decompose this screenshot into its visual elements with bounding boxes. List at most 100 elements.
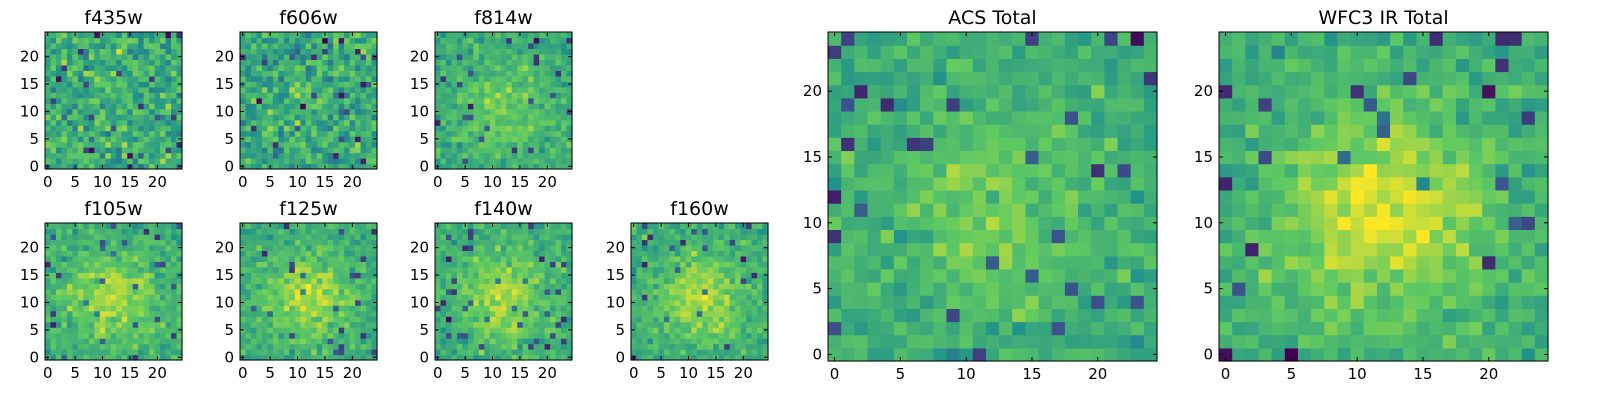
- heatmap-cell: [99, 277, 106, 284]
- heatmap-cell: [972, 308, 987, 323]
- heatmap-cell: [132, 141, 139, 148]
- heatmap-cell: [165, 305, 172, 312]
- heatmap-cell: [267, 70, 274, 77]
- heatmap-cell: [66, 228, 73, 235]
- heatmap-cell: [66, 97, 73, 104]
- heatmap-cell: [105, 343, 112, 350]
- heatmap-cell: [718, 321, 725, 328]
- heatmap-cell: [489, 288, 496, 295]
- heatmap-cell: [360, 239, 367, 246]
- heatmap-cell: [99, 228, 106, 235]
- heatmap-cell: [522, 288, 529, 295]
- heatmap-cell: [555, 64, 562, 71]
- heatmap-cell: [45, 266, 52, 273]
- heatmap-cell: [999, 282, 1013, 296]
- heatmap-cell: [72, 299, 79, 306]
- heatmap-cell: [517, 103, 524, 110]
- heatmap-cell: [240, 277, 247, 284]
- heatmap-cell: [555, 288, 562, 295]
- heatmap-cell: [506, 152, 513, 159]
- heatmap-cell: [355, 163, 362, 170]
- heatmap-cell: [240, 250, 247, 257]
- heatmap-cell: [316, 349, 323, 356]
- heatmap-cell: [110, 59, 117, 66]
- heatmap-cell: [289, 283, 296, 290]
- heatmap-cell: [893, 189, 908, 204]
- heatmap-cell: [360, 321, 367, 328]
- x-tick-label: 10: [679, 364, 698, 382]
- heatmap-cell: [740, 233, 747, 241]
- heatmap-cell: [138, 316, 145, 323]
- heatmap-cell: [94, 299, 101, 306]
- heatmap-cell: [240, 288, 247, 295]
- heatmap-cell: [272, 283, 279, 290]
- heatmap-cell: [636, 239, 643, 246]
- heatmap-cell: [1038, 189, 1053, 204]
- heatmap-cell: [517, 158, 524, 165]
- heatmap-cell: [149, 92, 156, 99]
- heatmap-cell: [77, 92, 84, 99]
- heatmap-cell: [121, 338, 128, 345]
- heatmap-cell: [641, 261, 649, 268]
- heatmap-cell: [478, 327, 485, 334]
- heatmap-cell: [517, 130, 524, 137]
- heatmap-cell: [305, 141, 312, 148]
- heatmap-cell: [533, 255, 540, 262]
- heatmap-cell: [517, 294, 524, 301]
- heatmap-cell: [121, 114, 128, 121]
- heatmap-cell: [50, 147, 57, 154]
- heatmap-cell: [88, 266, 95, 273]
- heatmap-cell: [566, 288, 573, 295]
- heatmap-cell: [511, 130, 518, 137]
- heatmap-cell: [72, 125, 79, 132]
- heatmap-cell: [550, 327, 557, 334]
- heatmap-cell: [256, 152, 263, 159]
- heatmap-cell: [685, 343, 692, 350]
- heatmap-cell: [171, 327, 178, 334]
- heatmap-cell: [294, 130, 301, 137]
- heatmap-cell: [566, 48, 573, 55]
- heatmap-cell: [116, 125, 123, 132]
- heatmap-cell: [636, 283, 643, 290]
- heatmap-cell: [757, 310, 764, 317]
- heatmap-cell: [50, 92, 57, 99]
- heatmap-cell: [132, 223, 139, 230]
- heatmap-cell: [349, 42, 356, 50]
- heatmap-cell: [456, 103, 463, 110]
- heatmap-cell: [267, 327, 274, 334]
- heatmap-cell: [500, 239, 507, 246]
- heatmap-cell: [1051, 308, 1066, 323]
- heatmap-cell: [544, 97, 551, 104]
- heatmap-cell: [539, 64, 546, 71]
- heatmap-cell: [484, 305, 491, 312]
- heatmap-cell: [256, 64, 263, 71]
- heatmap-cell: [300, 97, 307, 104]
- heatmap-cell: [245, 42, 252, 50]
- heatmap-cell: [972, 150, 987, 165]
- heatmap-cell: [561, 327, 568, 334]
- heatmap-cell: [762, 343, 769, 350]
- heatmap-cell: [77, 59, 84, 66]
- heatmap-cell: [561, 141, 568, 148]
- heatmap-cell: [946, 308, 961, 323]
- heatmap-cell: [149, 103, 156, 110]
- heatmap-cell: [94, 244, 101, 251]
- heatmap-cell: [278, 70, 285, 77]
- heatmap-cell: [533, 288, 540, 295]
- heatmap-cell: [61, 70, 68, 77]
- heatmap-cell: [539, 338, 546, 345]
- heatmap-cell: [566, 32, 573, 39]
- y-tick-label: 5: [224, 130, 234, 148]
- heatmap-cell: [539, 32, 546, 39]
- heatmap-cell: [110, 81, 117, 88]
- heatmap-cell: [366, 103, 373, 110]
- heatmap-cell: [517, 64, 524, 71]
- heatmap-cell: [517, 92, 524, 99]
- heatmap-cell: [105, 158, 112, 165]
- heatmap-cell: [478, 158, 485, 165]
- heatmap-cell: [561, 244, 568, 251]
- heatmap-cell: [985, 176, 1000, 191]
- heatmap-cell: [707, 294, 714, 301]
- heatmap-cell: [127, 288, 134, 295]
- heatmap-cell: [478, 48, 485, 55]
